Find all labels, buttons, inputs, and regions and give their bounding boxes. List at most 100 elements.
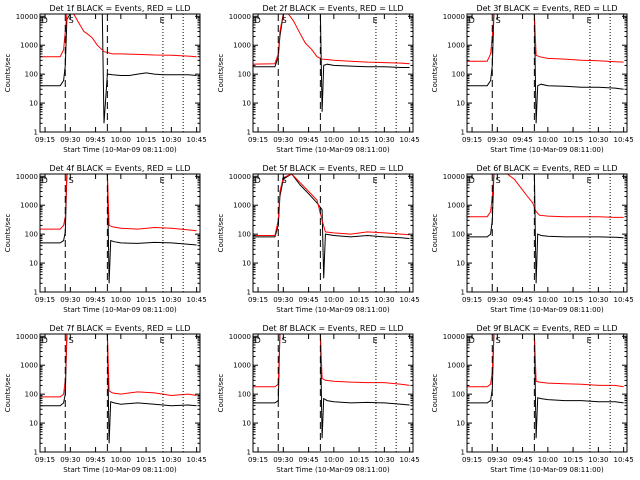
event-marker-label: D [255,176,261,185]
x-tick-label: 10:00 [111,136,131,144]
chart-panel: Det 8f BLACK = Events, RED = LLD Counts/s… [217,324,420,474]
series-events-line [40,13,197,124]
x-tick-label: 09:15 [248,456,268,464]
panel-title: Det 8f BLACK = Events, RED = LLD [262,324,403,333]
chart-panel: Det 1f BLACK = Events, RED = LLD Counts/s… [4,4,207,154]
series-events-line [40,333,197,444]
y-tick-label: 10 [29,100,38,108]
panel-title: Det 5f BLACK = Events, RED = LLD [262,164,403,173]
y-tick-label: 1000 [233,202,251,210]
x-tick-label: 10:00 [538,136,558,144]
x-tick-label: 09:45 [85,136,105,144]
series-lld-line [467,333,624,388]
y-tick-label: 10000 [16,13,38,21]
x-tick-label: 09:15 [35,456,55,464]
series-lld-line [40,173,197,232]
y-tick-label: 100 [452,231,465,239]
x-tick-label: 10:30 [161,296,181,304]
x-tick-label: 10:15 [563,456,583,464]
y-tick-label: 10 [242,100,251,108]
panel-title: Det 6f BLACK = Events, RED = LLD [476,164,617,173]
x-tick-label: 10:15 [349,296,369,304]
x-tick-label: 10:45 [187,136,207,144]
y-tick-label: 100 [25,231,38,239]
x-tick-label: 09:45 [512,456,532,464]
y-tick-label: 1 [247,289,251,297]
event-marker-label: D [255,16,261,25]
x-tick-label: 10:30 [588,456,608,464]
x-tick-label: 09:45 [298,296,318,304]
event-marker-label: S [496,176,501,185]
y-axis-label: Counts/sec [217,214,225,253]
series-lld-line [40,333,197,398]
x-tick-label: 09:45 [298,136,318,144]
event-marker-label: D [255,336,261,345]
y-tick-label: 1000 [447,42,465,50]
event-marker-label: S [496,336,501,345]
series-events-line [467,173,624,284]
y-tick-label: 1000 [20,42,38,50]
series-lld-line [253,173,410,236]
event-marker-label: D [469,336,475,345]
x-axis-label: Start Time (10-Mar-09 08:11:00) [490,466,604,474]
x-axis-label: Start Time (10-Mar-09 08:11:00) [490,146,604,154]
y-axis-label: Counts/sec [431,214,439,253]
y-axis-label: Counts/sec [4,214,12,253]
event-marker-label: E [373,336,378,345]
panel-title: Det 9f BLACK = Events, RED = LLD [476,324,617,333]
chart-panel: Det 5f BLACK = Events, RED = LLD Counts/s… [217,164,420,314]
x-tick-label: 09:30 [60,136,80,144]
event-marker-label: S [69,176,74,185]
x-tick-label: 09:30 [273,136,293,144]
x-tick-label: 10:00 [111,456,131,464]
x-tick-label: 10:00 [538,456,558,464]
x-tick-label: 10:45 [400,456,420,464]
x-tick-label: 10:30 [588,136,608,144]
chart-panel: Det 4f BLACK = Events, RED = LLD Counts/s… [4,164,207,314]
x-tick-label: 09:30 [60,456,80,464]
event-marker-label: S [69,336,74,345]
y-tick-label: 10000 [229,13,251,21]
x-tick-label: 09:15 [462,136,482,144]
plot-frame [466,173,628,293]
series-events-line [467,333,624,439]
y-tick-label: 1000 [20,202,38,210]
x-tick-label: 10:15 [563,296,583,304]
chart-panel: Det 2f BLACK = Events, RED = LLD Counts/s… [217,4,420,154]
chart-panel: Det 7f BLACK = Events, RED = LLD Counts/s… [4,324,207,474]
y-tick-label: 10 [456,260,465,268]
event-marker-label: S [69,16,74,25]
series-events-line [40,173,197,284]
x-tick-label: 10:30 [588,296,608,304]
x-tick-label: 10:30 [374,456,394,464]
y-tick-label: 10000 [443,333,465,341]
x-tick-label: 10:45 [187,456,207,464]
x-axis-label: Start Time (10-Mar-09 08:11:00) [490,306,604,314]
y-tick-label: 100 [238,71,251,79]
x-tick-label: 09:45 [298,456,318,464]
x-tick-label: 10:30 [374,296,394,304]
y-tick-label: 10000 [443,13,465,21]
plot-frame [39,173,201,293]
y-tick-label: 10 [242,260,251,268]
y-axis-label: Counts/sec [4,54,12,93]
y-tick-label: 1000 [447,362,465,370]
y-tick-label: 1 [461,449,465,457]
panel-title: Det 4f BLACK = Events, RED = LLD [49,164,190,173]
x-tick-label: 09:45 [85,296,105,304]
y-tick-label: 1000 [233,362,251,370]
event-marker-label: E [587,176,592,185]
event-marker-label: D [42,16,48,25]
x-axis-label: Start Time (10-Mar-09 08:11:00) [63,146,177,154]
event-marker-label: S [282,336,287,345]
y-tick-label: 1000 [20,362,38,370]
x-tick-label: 10:45 [614,296,634,304]
y-axis-label: Counts/sec [431,54,439,93]
x-tick-label: 10:00 [538,296,558,304]
y-tick-label: 1 [461,289,465,297]
x-tick-label: 09:45 [512,136,532,144]
x-tick-label: 10:15 [136,296,156,304]
x-tick-label: 10:45 [187,296,207,304]
y-axis-label: Counts/sec [4,374,12,413]
